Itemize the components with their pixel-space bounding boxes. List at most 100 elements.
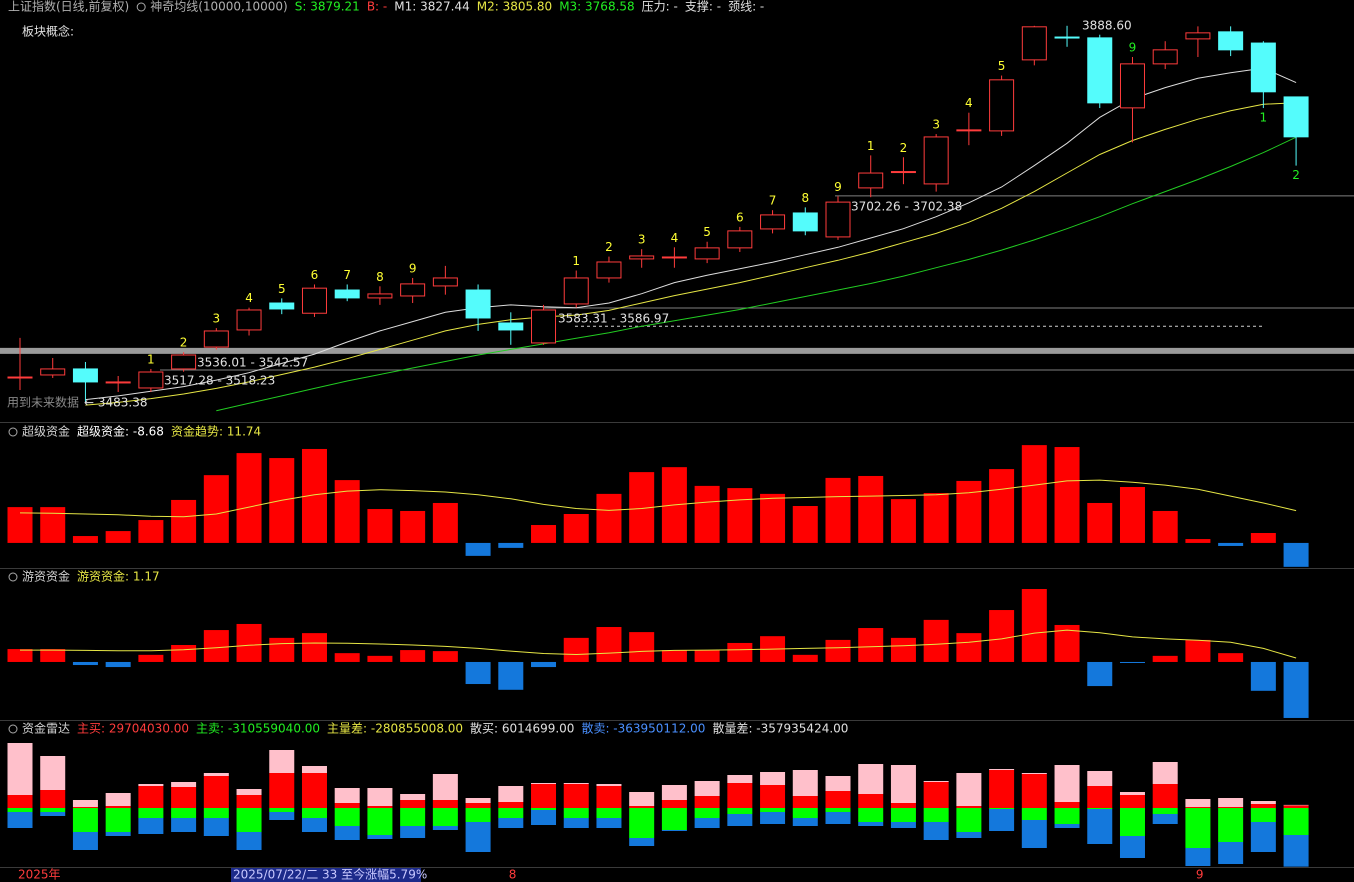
stacked-bar-segment — [760, 772, 786, 785]
bar — [563, 513, 589, 543]
bar — [400, 650, 426, 662]
candle-body — [236, 309, 262, 331]
moving-average — [85, 102, 1297, 406]
bar — [1185, 539, 1211, 543]
candle-body — [1119, 63, 1145, 109]
candle-body — [203, 330, 229, 348]
candle-body — [956, 129, 982, 132]
price-annotation: 3583.31 - 3586.97 — [558, 312, 669, 326]
stacked-bar-segment — [727, 775, 753, 783]
stacked-bar-segment — [1054, 765, 1080, 802]
bar — [72, 661, 98, 666]
candle-body — [1185, 32, 1211, 40]
stacked-bar-segment — [989, 770, 1015, 808]
stacked-bar-segment — [269, 773, 295, 808]
stacked-bar-segment — [7, 812, 33, 828]
stacked-bar-segment — [1283, 835, 1309, 867]
header-text: M1: 3827.44 — [394, 0, 469, 14]
stacked-bar-segment — [171, 808, 197, 818]
stacked-bar-segment — [465, 798, 491, 803]
bar — [694, 485, 720, 543]
bar — [694, 650, 720, 662]
stacked-bar-segment — [792, 796, 818, 808]
price-annotation: 3536.01 - 3542.57 — [197, 356, 308, 370]
stacked-bar-segment — [825, 791, 851, 808]
candle-body — [1250, 42, 1276, 93]
bar — [105, 531, 131, 543]
stacked-bar-segment — [334, 826, 360, 840]
bar — [923, 493, 949, 543]
stacked-bar-segment — [1119, 792, 1145, 795]
stacked-bar-segment — [923, 808, 949, 822]
stacked-bar-segment — [1283, 804, 1309, 806]
bar — [7, 649, 33, 662]
count-label: 4 — [965, 96, 973, 110]
x-tick-label: 2025年 — [18, 868, 61, 882]
count-label: 9 — [834, 180, 842, 194]
bar — [727, 642, 753, 662]
stacked-bar-segment — [1250, 808, 1276, 822]
stacked-bar-segment — [661, 830, 687, 831]
header-text: 资金雷达 — [22, 721, 70, 736]
stacked-bar-segment — [1283, 805, 1309, 808]
stacked-bar-segment — [7, 808, 33, 812]
bar — [269, 637, 295, 662]
price-annotation: ← 3483.38 — [84, 396, 148, 410]
stacked-bar-segment — [432, 774, 458, 800]
bar — [956, 633, 982, 662]
stacked-bar-segment — [792, 770, 818, 796]
stacked-bar-segment — [301, 818, 327, 832]
count-label: 9 — [1129, 40, 1137, 54]
x-tick-label: 9 — [1196, 868, 1204, 882]
bar — [629, 632, 655, 662]
candle-body — [923, 136, 949, 185]
price-annotation: 3517.28 - 3518.23 — [164, 374, 275, 388]
bar — [596, 627, 622, 662]
candle-body — [531, 309, 557, 344]
stacked-bar-segment — [400, 826, 426, 838]
subtitle: 板块概念: — [22, 24, 74, 39]
count-label: 8 — [376, 270, 384, 284]
stacked-bar-segment — [1185, 799, 1211, 807]
bar — [825, 639, 851, 662]
stacked-bar-segment — [498, 802, 524, 808]
indicator-icon — [8, 572, 18, 582]
count-label: 6 — [736, 210, 744, 224]
count-label: 6 — [311, 268, 319, 282]
bar — [858, 628, 884, 662]
bar — [1087, 661, 1113, 687]
count-label: 2 — [900, 141, 908, 155]
stacked-bar-segment — [1152, 762, 1178, 784]
stacked-bar-segment — [563, 783, 589, 784]
stacked-bar-segment — [105, 832, 131, 836]
stacked-bar-segment — [825, 776, 851, 791]
stacked-bar-segment — [40, 790, 66, 808]
bar — [1185, 639, 1211, 662]
indicator-icon — [8, 724, 18, 734]
stacked-bar-segment — [858, 808, 884, 822]
stacked-bar-segment — [989, 769, 1015, 770]
candle-body — [465, 289, 491, 319]
count-label: 1 — [147, 352, 155, 366]
header-text: 主买: 29704030.00 — [77, 722, 189, 736]
stacked-bar-segment — [1152, 808, 1178, 814]
stacked-bar-segment — [1087, 771, 1113, 786]
candle-body — [596, 261, 622, 279]
candle-body — [890, 171, 916, 174]
candle-body — [989, 79, 1015, 132]
stacked-bar-segment — [400, 800, 426, 808]
stacked-bar-segment — [694, 818, 720, 828]
candle-body — [661, 256, 687, 259]
stacked-bar-segment — [563, 784, 589, 808]
stacked-bar-segment — [563, 818, 589, 828]
stacked-bar-segment — [629, 838, 655, 846]
stacked-bar-segment — [465, 808, 491, 822]
bar — [203, 475, 229, 543]
bar — [1152, 510, 1178, 543]
stacked-bar-segment — [531, 783, 557, 784]
bar — [792, 654, 818, 662]
trend-line — [20, 629, 1297, 659]
stacked-bar-segment — [1021, 820, 1047, 848]
stacked-bar-segment — [432, 800, 458, 808]
stacked-bar-segment — [301, 766, 327, 773]
